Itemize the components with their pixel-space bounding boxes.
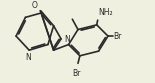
Text: Br: Br [114, 32, 122, 41]
Text: O: O [32, 1, 38, 10]
Text: N: N [64, 35, 70, 44]
Text: Br: Br [72, 69, 80, 78]
Text: N: N [25, 53, 31, 62]
Text: NH₂: NH₂ [99, 8, 113, 17]
